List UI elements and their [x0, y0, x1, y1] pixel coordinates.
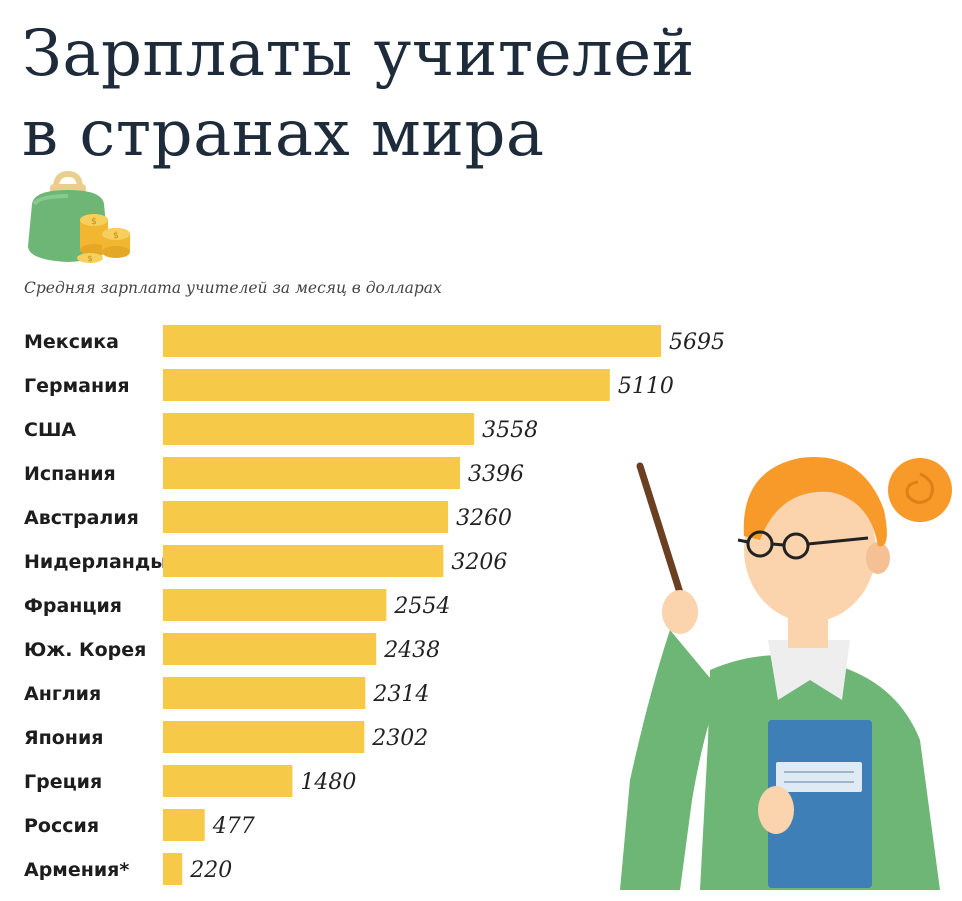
bar — [163, 545, 444, 577]
category-label: Россия — [24, 815, 99, 837]
chart-title-line-1: Зарплаты учителей — [22, 17, 695, 91]
coins-icon: $ $ $ — [77, 214, 130, 263]
bar — [163, 413, 475, 445]
category-label: Австралия — [24, 507, 139, 529]
category-label: Греция — [24, 771, 102, 793]
chart-title: Зарплаты учителей в странах мира — [22, 14, 695, 174]
value-label: 3558 — [482, 418, 538, 443]
category-label: Мексика — [24, 331, 119, 353]
category-label: Германия — [24, 375, 130, 397]
category-label: Япония — [24, 727, 103, 749]
category-label: Нидерланды — [24, 551, 167, 573]
category-label: Армения* — [24, 859, 129, 881]
value-label: 477 — [212, 814, 255, 839]
category-label: Франция — [24, 595, 122, 617]
value-label: 3260 — [456, 506, 512, 531]
bar — [163, 589, 387, 621]
bar — [163, 765, 293, 797]
value-label: 2438 — [383, 638, 440, 663]
wallet-icon: $ $ $ — [28, 170, 130, 263]
bar — [163, 721, 365, 753]
chart-subtitle: Средняя зарплата учителей за месяц в дол… — [24, 279, 442, 297]
category-label: Англия — [24, 683, 101, 705]
svg-text:$: $ — [91, 217, 97, 227]
value-label: 3206 — [451, 550, 507, 575]
bar — [163, 369, 610, 401]
value-label: 3396 — [468, 462, 524, 487]
bar — [163, 677, 366, 709]
value-label: 2314 — [372, 682, 429, 707]
category-label: США — [24, 419, 76, 441]
bar — [163, 633, 377, 665]
value-label: 5695 — [669, 330, 725, 355]
bar — [163, 809, 205, 841]
svg-text:$: $ — [113, 231, 119, 241]
chart-title-line-2: в странах мира — [22, 97, 545, 171]
value-label: 2554 — [393, 594, 450, 619]
category-label: Испания — [24, 463, 116, 485]
bar — [163, 853, 183, 885]
value-label: 1480 — [300, 770, 356, 795]
svg-text:$: $ — [87, 254, 92, 263]
bar — [163, 325, 661, 357]
bar — [163, 501, 449, 533]
value-label: 2302 — [371, 726, 428, 751]
bar-chart: Мексика 5695 Германия 5110 США 3558 Испания 339… — [24, 325, 725, 885]
teacher-illustration — [620, 457, 952, 890]
value-label: 220 — [189, 858, 232, 883]
value-label: 5110 — [618, 374, 674, 399]
bar — [163, 457, 460, 489]
category-label: Юж. Корея — [24, 639, 146, 661]
